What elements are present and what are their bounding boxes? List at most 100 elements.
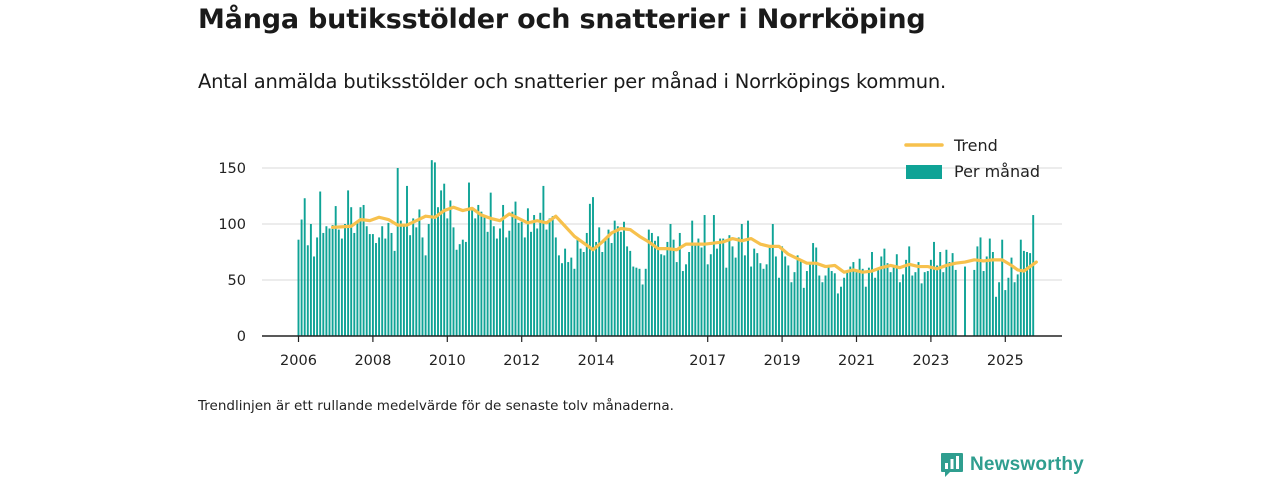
bar bbox=[499, 228, 501, 336]
bar bbox=[725, 267, 728, 336]
bar bbox=[898, 282, 901, 336]
bar bbox=[883, 248, 886, 336]
bar bbox=[548, 218, 551, 336]
bar bbox=[821, 282, 824, 336]
bar bbox=[495, 238, 498, 336]
bar bbox=[316, 237, 319, 336]
bar bbox=[551, 216, 554, 336]
bar bbox=[365, 226, 368, 336]
bar bbox=[920, 283, 923, 336]
bar bbox=[483, 215, 486, 336]
bar bbox=[765, 264, 768, 336]
bar bbox=[539, 212, 542, 336]
bar bbox=[712, 215, 715, 336]
bar bbox=[322, 232, 325, 336]
bar bbox=[421, 237, 424, 336]
x-tick-label: 2006 bbox=[280, 353, 317, 369]
x-tick-label: 2014 bbox=[578, 353, 615, 369]
bar bbox=[939, 252, 942, 336]
x-tick-label: 2010 bbox=[429, 353, 466, 369]
bar bbox=[722, 238, 725, 336]
bar bbox=[657, 236, 660, 336]
bar bbox=[415, 227, 418, 336]
bar bbox=[933, 241, 935, 336]
bar bbox=[375, 243, 377, 336]
bar bbox=[697, 238, 700, 336]
bar bbox=[1001, 239, 1004, 336]
bar bbox=[672, 239, 675, 336]
bar bbox=[849, 266, 852, 336]
bar bbox=[948, 262, 951, 336]
bar bbox=[880, 256, 883, 336]
bar bbox=[936, 265, 939, 336]
bar bbox=[685, 264, 687, 336]
chart-title: Många butiksstölder och snatterier i Nor… bbox=[198, 4, 926, 35]
bar bbox=[452, 227, 455, 336]
bar bbox=[954, 269, 957, 336]
legend-trend-label: Trend bbox=[953, 136, 998, 155]
bar bbox=[843, 277, 846, 336]
bar bbox=[892, 266, 895, 336]
bar bbox=[731, 246, 734, 336]
bar bbox=[942, 272, 945, 336]
bar bbox=[313, 256, 315, 336]
bar bbox=[728, 235, 731, 336]
bar bbox=[412, 218, 415, 336]
bar bbox=[464, 241, 467, 336]
bar bbox=[297, 239, 300, 336]
bar bbox=[734, 257, 737, 336]
bar bbox=[818, 275, 821, 336]
legend-bar-swatch bbox=[906, 165, 942, 179]
bar bbox=[719, 238, 722, 336]
brand-logo[interactable]: Newsworthy bbox=[940, 452, 1084, 478]
y-tick-label: 100 bbox=[218, 217, 246, 233]
bar bbox=[564, 248, 567, 336]
bar bbox=[381, 226, 384, 336]
bar bbox=[505, 237, 508, 336]
bar bbox=[1004, 290, 1007, 336]
bar bbox=[557, 255, 560, 336]
footnote: Trendlinjen är ett rullande medelvärde f… bbox=[198, 398, 674, 414]
bar bbox=[595, 241, 598, 336]
bar bbox=[809, 262, 811, 336]
trend-line bbox=[331, 205, 1038, 274]
bar bbox=[545, 229, 548, 336]
newsworthy-logo-icon bbox=[940, 452, 964, 478]
bar bbox=[855, 272, 858, 336]
bar bbox=[709, 254, 712, 336]
bar bbox=[871, 252, 873, 336]
bar bbox=[926, 271, 929, 336]
bar bbox=[911, 275, 914, 336]
bar bbox=[830, 271, 833, 336]
bar bbox=[650, 232, 653, 336]
bar bbox=[812, 243, 815, 336]
bar bbox=[988, 238, 991, 336]
bar bbox=[520, 221, 523, 336]
bar bbox=[1022, 250, 1025, 336]
bar bbox=[688, 252, 691, 336]
bar bbox=[774, 256, 777, 336]
bar bbox=[437, 207, 439, 336]
bar bbox=[629, 250, 632, 336]
legend: Trend Per månad bbox=[904, 136, 1040, 181]
bar bbox=[399, 220, 402, 336]
bar bbox=[458, 244, 461, 336]
bar bbox=[750, 266, 753, 336]
bar bbox=[669, 224, 672, 336]
bar bbox=[350, 207, 353, 336]
bar bbox=[530, 231, 532, 336]
x-tick-label: 2023 bbox=[912, 353, 949, 369]
bar bbox=[542, 185, 545, 336]
bar bbox=[836, 293, 839, 336]
bar bbox=[647, 229, 650, 336]
bar bbox=[675, 262, 678, 336]
bar bbox=[306, 245, 309, 336]
bar bbox=[533, 215, 536, 336]
bar bbox=[635, 267, 638, 336]
bar bbox=[1007, 277, 1010, 336]
bar bbox=[874, 277, 877, 336]
bar bbox=[554, 237, 557, 336]
bar bbox=[570, 257, 573, 336]
bar bbox=[402, 224, 405, 336]
bar bbox=[929, 259, 932, 336]
